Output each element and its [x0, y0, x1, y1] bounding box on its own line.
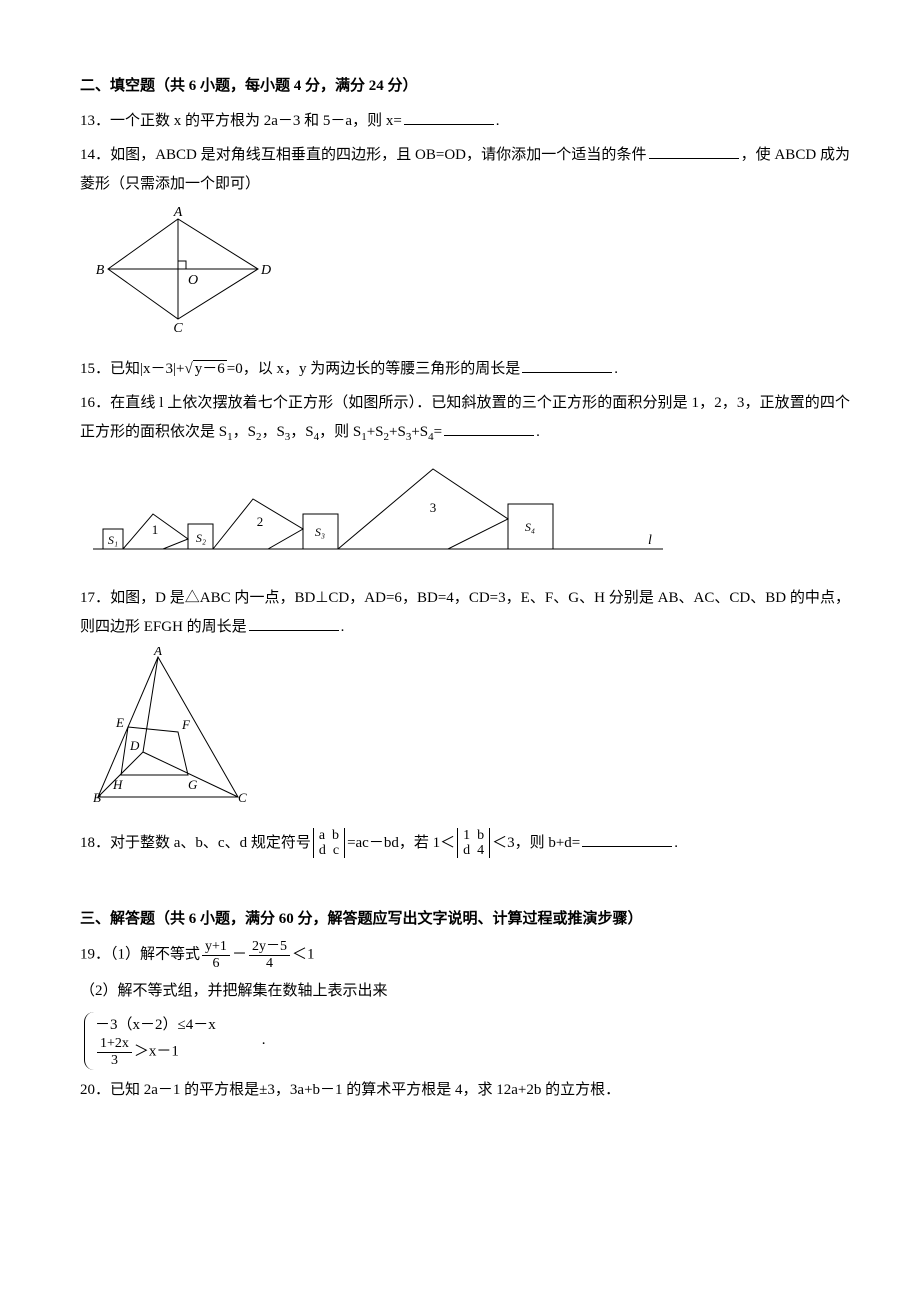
svg-text:C: C [238, 790, 247, 805]
svg-text:S₄: S₄ [525, 520, 535, 534]
q14-figure: A B C D O [88, 204, 850, 345]
q15-text-b: =0，以 x，y 为两边长的等腰三角形的周长是 [227, 361, 520, 377]
fraction: 2y－54 [249, 939, 290, 971]
svg-text:A: A [153, 647, 162, 658]
svg-text:A: A [173, 205, 183, 220]
t: ，则 S [319, 424, 361, 440]
t: ，S [290, 424, 313, 440]
t: ＞x－1 [134, 1044, 179, 1060]
q20-text: 已知 2a－1 的平方根是±3，3a+b－1 的算术平方根是 4，求 12a+2… [110, 1082, 620, 1098]
q18-mid: =ac－bd，若 1＜ [347, 835, 455, 851]
question-20: 20．已知 2a－1 的平方根是±3，3a+b－1 的算术平方根是 4，求 12… [80, 1076, 850, 1105]
q13-num: 13． [80, 113, 110, 129]
svg-text:l: l [648, 533, 652, 548]
blank [582, 831, 672, 847]
question-19-system: －3（x－2）≤4－x 1+2x3＞x－1 . [80, 1012, 850, 1070]
q18-period: . [674, 835, 678, 851]
t: +S [411, 424, 428, 440]
svg-text:S₃: S₃ [315, 525, 325, 539]
q14-text-a: 如图，ABCD 是对角线互相垂直的四边形，且 OB=OD，请你添加一个适当的条件 [110, 147, 646, 163]
q17-figure: A B C D E F G H [88, 647, 850, 818]
section3-header: 三、解答题（共 6 小题，满分 60 分，解答题应写出文字说明、计算过程或推演步… [80, 905, 850, 934]
blank [249, 615, 339, 631]
question-14: 14．如图，ABCD 是对角线互相垂直的四边形，且 OB=OD，请你添加一个适当… [80, 141, 850, 198]
question-13: 13．一个正数 x 的平方根为 2a－3 和 5－a，则 x=. [80, 107, 850, 136]
q18-text-a: 对于整数 a、b、c、d 规定符号 [110, 835, 311, 851]
svg-text:E: E [115, 715, 124, 730]
q15-period: . [614, 361, 618, 377]
q20-num: 20． [80, 1082, 110, 1098]
svg-text:2: 2 [257, 514, 264, 529]
q17-text-a: 如图，D 是△ABC 内一点，BD⊥CD，AD=6，BD=4，CD=3，E、F、… [80, 590, 850, 635]
q15-text-a: 已知|x－3|+ [110, 361, 184, 377]
determinant-icon: 1 bd 4 [457, 828, 490, 859]
svg-text:S₁: S₁ [108, 533, 118, 547]
q16-figure: S₁ 1 S₂ 2 S₃ 3 S₄ l [88, 454, 850, 575]
t: ，S [261, 424, 284, 440]
svg-text:B: B [93, 790, 101, 805]
t: +S [367, 424, 384, 440]
t: +S [389, 424, 406, 440]
svg-text:C: C [173, 321, 183, 334]
fraction: 1+2x3 [97, 1036, 132, 1068]
question-19: 19．（1）解不等式y+16－2y－54＜1 [80, 939, 850, 971]
svg-text:1: 1 [152, 522, 159, 537]
q15-num: 15． [80, 361, 110, 377]
t: . [536, 424, 540, 440]
svg-text:D: D [129, 738, 140, 753]
q19-p2: （2）解不等式组，并把解集在数轴上表示出来 [80, 983, 388, 999]
blank [444, 420, 534, 436]
section2-header: 二、填空题（共 6 小题，每小题 4 分，满分 24 分） [80, 72, 850, 101]
q18-text-b: ＜3，则 b+d= [492, 835, 580, 851]
q14-num: 14． [80, 147, 110, 163]
t: ，S [233, 424, 256, 440]
question-17: 17．如图，D 是△ABC 内一点，BD⊥CD，AD=6，BD=4，CD=3，E… [80, 584, 850, 641]
svg-text:B: B [96, 263, 105, 278]
t: . [262, 1032, 266, 1048]
blank [404, 109, 494, 125]
svg-text:F: F [181, 717, 191, 732]
question-19-p2: （2）解不等式组，并把解集在数轴上表示出来 [80, 977, 850, 1006]
q13-text-a: 一个正数 x 的平方根为 2a－3 和 5－a，则 x= [110, 113, 402, 129]
svg-text:G: G [188, 777, 198, 792]
t: － [232, 947, 247, 963]
blank [649, 143, 739, 159]
question-15: 15．已知|x－3|+√y－6=0，以 x，y 为两边长的等腰三角形的周长是. [80, 355, 850, 384]
svg-text:3: 3 [430, 500, 437, 515]
question-18: 18．对于整数 a、b、c、d 规定符号a bd c=ac－bd，若 1＜1 b… [80, 828, 850, 859]
q17-num: 17． [80, 590, 110, 606]
q13-period: . [496, 113, 500, 129]
svg-text:O: O [188, 273, 198, 288]
fraction: y+16 [202, 939, 230, 971]
blank [522, 357, 612, 373]
t: ＜1 [292, 947, 315, 963]
q19-p1-a: （1）解不等式 [110, 947, 200, 963]
q19-num: 19． [80, 947, 110, 963]
q18-num: 18． [80, 835, 110, 851]
svg-text:H: H [112, 777, 123, 792]
determinant-icon: a bd c [313, 828, 345, 859]
svg-text:D: D [260, 263, 271, 278]
sqrt-icon: √y－6 [184, 355, 226, 384]
question-16: 16．在直线 l 上依次摆放着七个正方形（如图所示）．已知斜放置的三个正方形的面… [80, 389, 850, 447]
q16-num: 16． [80, 395, 110, 411]
t: = [434, 424, 442, 440]
q17-period: . [341, 619, 345, 635]
svg-text:S₂: S₂ [196, 531, 206, 545]
brace-system: －3（x－2）≤4－x 1+2x3＞x－1 [84, 1012, 222, 1070]
